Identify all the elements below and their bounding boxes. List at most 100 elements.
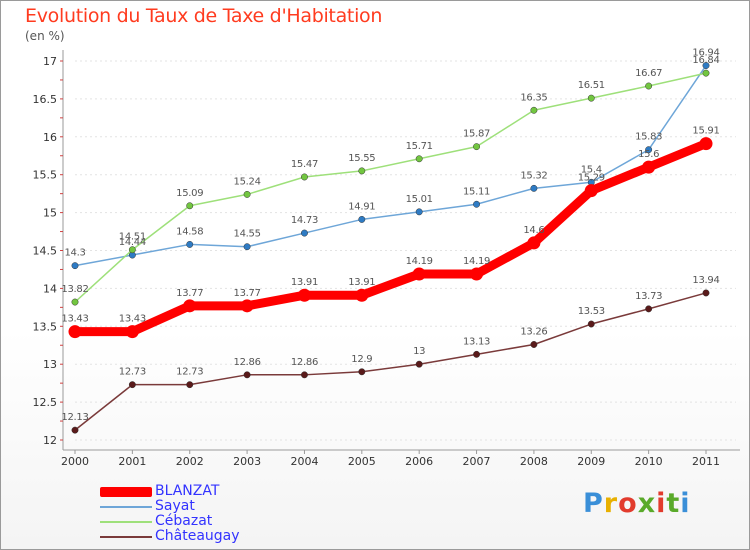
- data-label-sayat: 16.94: [692, 48, 719, 59]
- data-label-blanzat: 13.91: [291, 277, 318, 288]
- data-point-cebazat: [530, 106, 538, 114]
- data-label-sayat: 15.83: [635, 132, 662, 143]
- data-label-cebazat: 16.35: [520, 92, 547, 103]
- data-point-blanzat: [125, 325, 139, 339]
- data-label-sayat: 14.58: [176, 226, 203, 237]
- data-point-blanzat: [642, 160, 656, 174]
- y-tick-label: 16: [43, 131, 57, 144]
- x-tick-label: 2003: [233, 455, 261, 468]
- data-point-chateaugay: [301, 371, 308, 379]
- data-point-blanzat: [183, 299, 197, 313]
- data-point-cebazat: [587, 94, 595, 102]
- data-point-sayat: [301, 229, 308, 237]
- data-label-blanzat: 13.43: [119, 314, 146, 325]
- data-label-sayat: 15.4: [581, 164, 602, 175]
- data-label-blanzat: 13.77: [234, 288, 261, 299]
- y-unit-label: (en %): [25, 29, 65, 43]
- y-tick-label: 13.5: [33, 320, 58, 333]
- x-tick-label: 2004: [290, 455, 318, 468]
- data-label-chateaugay: 12.86: [234, 357, 261, 368]
- data-point-cebazat: [128, 246, 136, 254]
- legend-swatch-chateaugay: [100, 536, 152, 538]
- data-label-chateaugay: 13.73: [635, 291, 662, 302]
- legend-swatch-blanzat: [100, 487, 152, 497]
- data-point-cebazat: [71, 298, 79, 306]
- data-point-chateaugay: [128, 381, 136, 389]
- data-label-blanzat: 14.6: [523, 225, 544, 236]
- series-line-sayat: [74, 64, 707, 267]
- data-label-blanzat: 13.91: [348, 277, 375, 288]
- data-label-chateaugay: 13: [413, 346, 425, 357]
- data-label-blanzat: 14.19: [406, 256, 433, 267]
- data-point-blanzat: [470, 267, 484, 281]
- x-tick-label: 2009: [577, 455, 605, 468]
- data-label-cebazat: 16.51: [578, 80, 605, 91]
- x-tick-label: 2002: [176, 455, 204, 468]
- data-label-cebazat: 13.82: [61, 284, 88, 295]
- data-point-sayat: [645, 146, 653, 154]
- data-label-sayat: 14.44: [119, 237, 146, 248]
- y-tick-label: 13: [43, 358, 57, 371]
- x-tick-label: 2007: [463, 455, 491, 468]
- data-point-cebazat: [415, 155, 423, 163]
- data-point-blanzat: [584, 184, 598, 198]
- data-label-chateaugay: 13.94: [692, 275, 719, 286]
- data-label-cebazat: 15.24: [234, 176, 261, 187]
- x-tick-label: 2010: [635, 455, 663, 468]
- data-point-sayat: [702, 62, 710, 69]
- data-point-sayat: [358, 215, 366, 223]
- proxiti-logo: Proxiti: [583, 488, 691, 519]
- data-label-cebazat: 15.09: [176, 188, 203, 199]
- data-label-chateaugay: 12.73: [119, 367, 146, 378]
- data-label-sayat: 14.55: [234, 229, 261, 240]
- data-point-sayat: [473, 200, 480, 208]
- data-point-chateaugay: [186, 381, 194, 389]
- data-point-cebazat: [473, 143, 480, 151]
- data-label-chateaugay: 13.53: [578, 306, 605, 317]
- data-label-blanzat: 13.43: [61, 314, 88, 325]
- data-label-blanzat: 13.77: [176, 288, 203, 299]
- data-point-chateaugay: [473, 350, 480, 358]
- legend-swatch-sayat: [100, 506, 152, 508]
- data-point-chateaugay: [587, 320, 595, 328]
- x-tick-label: 2005: [348, 455, 376, 468]
- x-tick-label: 2011: [692, 455, 720, 468]
- data-point-cebazat: [186, 202, 194, 210]
- data-label-sayat: 15.32: [520, 170, 547, 181]
- y-tick-label: 12: [43, 434, 57, 447]
- data-point-blanzat: [240, 299, 254, 313]
- data-point-chateaugay: [358, 368, 366, 376]
- data-label-blanzat: 15.29: [578, 173, 605, 184]
- data-label-sayat: 14.91: [348, 201, 375, 212]
- legend-swatch-cebazat: [100, 521, 152, 523]
- data-label-chateaugay: 12.13: [61, 412, 88, 423]
- data-point-cebazat: [702, 69, 710, 77]
- data-label-sayat: 14.3: [64, 248, 85, 259]
- data-label-cebazat: 15.55: [348, 153, 375, 164]
- legend-label-sayat: Sayat: [155, 498, 195, 514]
- data-label-cebazat: 15.71: [406, 141, 433, 152]
- data-point-cebazat: [243, 190, 251, 198]
- data-label-sayat: 15.11: [463, 186, 490, 197]
- data-label-cebazat: 16.84: [692, 55, 719, 66]
- data-point-chateaugay: [645, 305, 653, 313]
- data-point-chateaugay: [243, 371, 251, 379]
- y-tick-label: 15: [43, 207, 57, 220]
- data-label-cebazat: 14.51: [119, 232, 146, 243]
- data-point-sayat: [71, 262, 79, 270]
- data-point-chateaugay: [702, 289, 710, 297]
- series-line-blanzat: [70, 139, 711, 337]
- x-tick-label: 2000: [61, 455, 89, 468]
- legend-label-chateaugay: Châteaugay: [155, 528, 240, 544]
- data-point-blanzat: [412, 267, 426, 281]
- data-point-blanzat: [527, 236, 541, 250]
- data-point-sayat: [415, 208, 423, 216]
- data-label-chateaugay: 13.13: [463, 336, 490, 347]
- data-label-chateaugay: 12.9: [351, 354, 372, 365]
- data-point-cebazat: [301, 173, 308, 181]
- data-label-blanzat: 15.91: [692, 126, 719, 137]
- data-label-chateaugay: 12.86: [291, 357, 318, 368]
- y-tick-label: 14: [43, 282, 57, 295]
- data-point-blanzat: [297, 288, 311, 302]
